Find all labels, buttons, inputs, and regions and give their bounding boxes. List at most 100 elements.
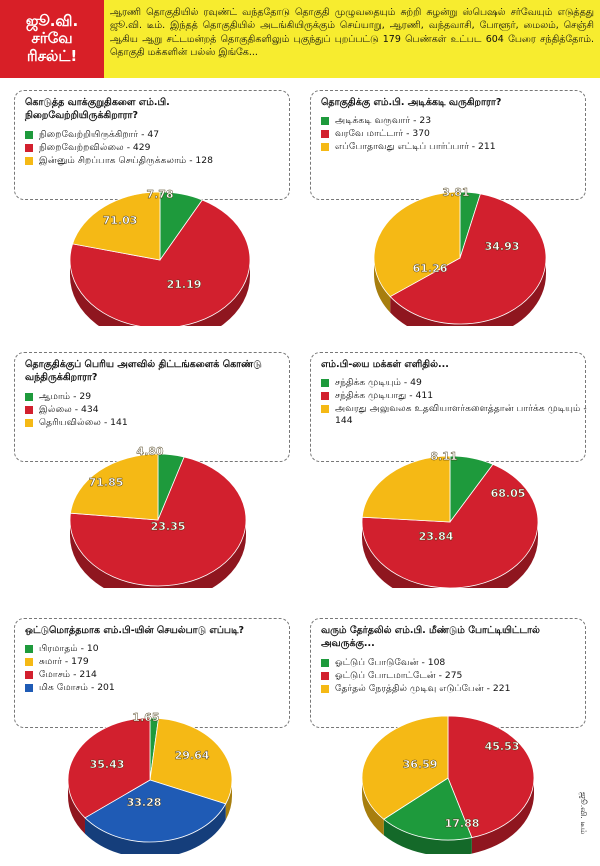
pie-slice-side — [362, 778, 384, 836]
pie-chart: 8.11 68.05 23.84 — [361, 450, 539, 588]
legend-item: நிறைவேற்றியிருக்கிறார் - 47 — [25, 129, 291, 141]
legend-item: நிறைவேற்றவில்லை - 429 — [25, 142, 291, 154]
pie-value-label: 17.88 — [445, 817, 480, 830]
legend-item: ஓட்டுப் போடுவேன் - 108 — [321, 657, 587, 669]
legend-swatch — [321, 117, 329, 125]
pie-slice — [383, 777, 473, 841]
chart-panel-visits: தொகுதிக்கு எம்.பி. அடிக்கடி வருகிறாரா? அ… — [310, 90, 592, 326]
legend-swatch — [25, 657, 33, 666]
pie-value-label: 45.53 — [485, 740, 520, 753]
legend-swatch — [321, 659, 329, 667]
legend-swatch — [25, 418, 33, 427]
legend: பிரமாதம் - 10 சுமார் - 179 மோசம் - 214 ம… — [25, 643, 291, 695]
pie-slice — [361, 463, 539, 588]
legend-label: வரவே மாட்டார் - 370 — [335, 127, 430, 139]
legend-swatch — [321, 404, 329, 413]
credit-text: ஜூ.வி. டீம் — [579, 792, 588, 835]
pie-slice — [447, 715, 535, 839]
legend-swatch — [321, 671, 329, 680]
chart-panel-reelection: வரும் தேர்தலில் எம்.பி. மீண்டும் போட்டிய… — [310, 618, 592, 854]
legend-label: எப்போதாவது எட்டிப் பார்ப்பார் - 211 — [335, 140, 496, 152]
question-title: ஒட்டுமொத்தமாக எம்.பி-யின் செயல்பாடு எப்ப… — [25, 625, 245, 636]
legend-label: ஓட்டுப் போடமாட்டேன் - 275 — [335, 669, 463, 681]
pie-slice — [361, 455, 451, 523]
question-title: தொகுதிக்கு எம்.பி. அடிக்கடி வருகிறாரா? — [321, 97, 502, 108]
legend-label: சுமார் - 179 — [39, 655, 89, 667]
chart-panel-access: எம்.பி-யை மக்கள் எளிதில்... சந்திக்க முட… — [310, 352, 592, 588]
legend-swatch — [321, 142, 329, 151]
question-box: தொகுதிக்குப் பெரிய அளவில் திட்டங்களைக் க… — [14, 352, 290, 462]
legend-label: ஆமாம் - 29 — [39, 391, 92, 402]
pie-slice — [373, 191, 461, 298]
legend-swatch — [25, 131, 33, 139]
legend-item: ஆமாம் - 29 — [25, 391, 291, 403]
pie-value-label: 4.80 — [136, 445, 163, 458]
legend-item: மோசம் - 214 — [25, 669, 291, 681]
legend-item: அவரது அலுவலக உதவியாளர்களைத்தான் பார்க்க … — [321, 403, 587, 427]
legend-swatch — [25, 670, 33, 679]
legend-label: மிக மோசம் - 201 — [39, 681, 115, 693]
pie-value-label: 21.19 — [167, 278, 202, 291]
pie-slice-side — [374, 258, 391, 313]
legend-swatch — [25, 143, 33, 152]
legend: நிறைவேற்றியிருக்கிறார் - 47 நிறைவேற்றவில… — [25, 129, 291, 168]
pie-slice-side — [383, 819, 472, 854]
legend-swatch — [25, 645, 33, 653]
legend-label: தேர்தல் நேரத்தில் முடிவு எடுப்பேன் - 221 — [335, 682, 511, 694]
pie-slice — [72, 191, 161, 261]
pie-value-label: 23.35 — [151, 520, 186, 533]
pie-value-label: 3.81 — [442, 186, 469, 199]
question-title: வரும் தேர்தலில் எம்.பி. மீண்டும் போட்டிய… — [321, 625, 540, 649]
pie-slice-side — [84, 803, 226, 854]
pie-slice — [149, 717, 233, 805]
legend-item: தெரியவில்லை - 141 — [25, 417, 291, 429]
legend-label: பிரமாதம் - 10 — [39, 643, 99, 654]
legend-item: எப்போதாவது எட்டிப் பார்ப்பார் - 211 — [321, 141, 587, 153]
legend-swatch — [321, 129, 329, 138]
legend-label: அவரது அலுவலக உதவியாளர்களைத்தான் பார்க்க … — [335, 402, 587, 426]
legend: அடிக்கடி வருவார் - 23 வரவே மாட்டார் - 37… — [321, 115, 587, 154]
question-box: கொடுத்த வாக்குறுதிகளை எம்.பி. நிறைவேற்றி… — [14, 90, 290, 200]
pie-chart: 4.80 71.85 23.35 — [69, 445, 247, 588]
pie-slice — [67, 717, 151, 819]
top-banner: ஜூ.வி. சர்வே ரிசல்ட்! ஆரணி தொகுதியில் ரவ… — [0, 0, 600, 78]
pie-value-label: 33.28 — [127, 796, 162, 809]
legend-label: சந்திக்க முடியாது - 411 — [335, 389, 434, 401]
legend-item: பிரமாதம் - 10 — [25, 643, 291, 655]
chart-panel-performance: ஒட்டுமொத்தமாக எம்.பி-யின் செயல்பாடு எப்ப… — [14, 618, 296, 854]
pie-chart: 45.53 17.88 36.59 — [361, 715, 535, 854]
legend-swatch — [25, 393, 33, 401]
legend-swatch — [25, 683, 33, 692]
question-title: கொடுத்த வாக்குறுதிகளை எம்.பி. நிறைவேற்றி… — [25, 97, 170, 121]
chart-panel-promises: கொடுத்த வாக்குறுதிகளை எம்.பி. நிறைவேற்றி… — [14, 90, 296, 326]
survey-result-badge: ஜூ.வி. சர்வே ரிசல்ட்! — [0, 0, 104, 78]
legend-item: அடிக்கடி வருவார் - 23 — [321, 115, 587, 127]
pie-slice — [389, 193, 547, 325]
pie-slice — [70, 453, 159, 521]
legend-item: சந்திக்க முடியும் - 49 — [321, 377, 587, 389]
chart-panel-projects: தொகுதிக்குப் பெரிய அளவில் திட்டங்களைக் க… — [14, 352, 296, 588]
pie-chart: 1.65 29.64 33.28 35.43 — [67, 711, 233, 854]
legend-swatch — [25, 405, 33, 414]
question-title: எம்.பி-யை மக்கள் எளிதில்... — [321, 359, 449, 370]
legend-item: வரவே மாட்டார் - 370 — [321, 128, 587, 140]
badge-line-3: ரிசல்ட்! — [26, 46, 78, 65]
pie-chart: 3.81 61.26 34.93 — [373, 186, 547, 326]
legend-item: இல்லை - 434 — [25, 404, 291, 416]
pie-value-label: 71.03 — [103, 214, 138, 227]
pie-value-label: 68.05 — [491, 487, 526, 500]
intro-text: ஆரணி தொகுதியில் ரவுண்ட் வந்ததோடு தொகுதி … — [110, 7, 594, 59]
legend: ஆமாம் - 29 இல்லை - 434 தெரியவில்லை - 141 — [25, 391, 291, 430]
pie-value-label: 71.85 — [89, 476, 124, 489]
legend-swatch — [321, 391, 329, 400]
legend-item: தேர்தல் நேரத்தில் முடிவு எடுப்பேன் - 221 — [321, 683, 587, 695]
legend-swatch — [25, 156, 33, 165]
pie-slice — [69, 199, 251, 326]
pie-value-label: 7.78 — [146, 188, 173, 201]
pie-value-label: 29.64 — [175, 749, 210, 762]
legend-label: இல்லை - 434 — [39, 403, 99, 415]
legend-label: அடிக்கடி வருவார் - 23 — [335, 115, 432, 126]
legend-swatch — [321, 684, 329, 693]
legend-label: சந்திக்க முடியும் - 49 — [335, 377, 422, 388]
legend: சந்திக்க முடியும் - 49 சந்திக்க முடியாது… — [321, 377, 587, 428]
